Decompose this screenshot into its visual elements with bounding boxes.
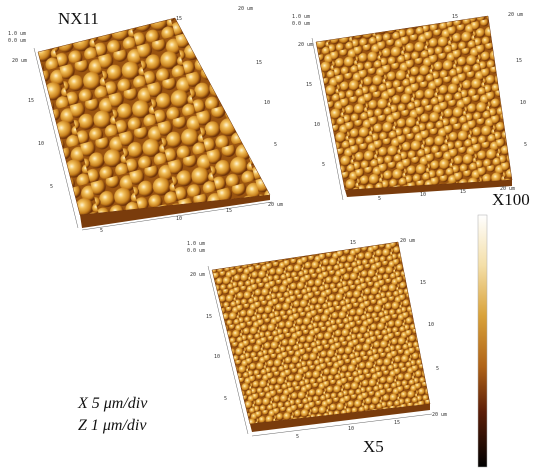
- axis-label: 20 um: [268, 202, 283, 208]
- axis-label: 10: [214, 354, 220, 360]
- axis-label: 5: [224, 396, 227, 402]
- axis-label: 20 um: [298, 42, 313, 48]
- axis-label: 5: [322, 162, 325, 168]
- afm-panel: [312, 16, 512, 200]
- axis-label: 20 um: [508, 12, 523, 18]
- axis-label: 20 um: [12, 58, 27, 64]
- axis-label: 15: [460, 189, 466, 195]
- color-bar: [478, 215, 487, 467]
- z-label: 0.0 um: [292, 21, 310, 27]
- axis-label: 15: [206, 314, 212, 320]
- surface: [38, 18, 270, 215]
- axis-label: 15: [350, 240, 356, 246]
- axis-label: 5: [50, 184, 53, 190]
- afm-panel: [34, 18, 272, 230]
- afm-panel: [208, 242, 432, 436]
- scale-note: X 5 μm/div: [77, 395, 148, 412]
- axis-label: 10: [520, 100, 526, 106]
- axis-label: 15: [176, 16, 182, 22]
- axis-label: 15: [420, 280, 426, 286]
- axis-label: 5: [100, 228, 103, 234]
- z-label: 1.0 um: [187, 241, 205, 247]
- axis-label: 15: [516, 58, 522, 64]
- scale-note: Z 1 μm/div: [78, 417, 147, 434]
- axis-label: 10: [264, 100, 270, 106]
- figure: NX11 1.0 um 0.0 um 20 um 15 10 5 5 10 15…: [0, 0, 538, 471]
- axis-label: 5: [274, 142, 277, 148]
- axis-label: 20 um: [190, 272, 205, 278]
- axis-label: 20 um: [432, 412, 447, 418]
- axis-label: 15: [394, 420, 400, 426]
- axis-label: 10: [314, 122, 320, 128]
- z-label: 1.0 um: [292, 14, 310, 20]
- axis-label: 10: [38, 141, 44, 147]
- axis-label: 20 um: [238, 6, 253, 12]
- axis-label: 15: [306, 82, 312, 88]
- axis-label: 15: [452, 14, 458, 20]
- panel-label: X100: [492, 190, 530, 209]
- panel-label: NX11: [58, 9, 99, 28]
- axis-label: 5: [378, 196, 381, 202]
- surface: [316, 16, 512, 190]
- axis-label: 20 um: [500, 186, 515, 192]
- axis-label: 10: [428, 322, 434, 328]
- axis-label: 5: [524, 142, 527, 148]
- z-label: 0.0 um: [187, 248, 205, 254]
- axis-label: 15: [226, 208, 232, 214]
- axis-label: 10: [348, 426, 354, 432]
- axis-label: 15: [28, 98, 34, 104]
- surface: [212, 242, 430, 424]
- axis-label: 10: [176, 216, 182, 222]
- axis-label: 20 um: [400, 238, 415, 244]
- axis-label: 5: [436, 366, 439, 372]
- z-label: 1.0 um: [8, 31, 26, 37]
- z-label: 0.0 um: [8, 38, 26, 44]
- axis-label: 10: [420, 192, 426, 198]
- axis-label: 15: [256, 60, 262, 66]
- axis-label: 5: [296, 434, 299, 440]
- panel-label: X5: [363, 437, 384, 456]
